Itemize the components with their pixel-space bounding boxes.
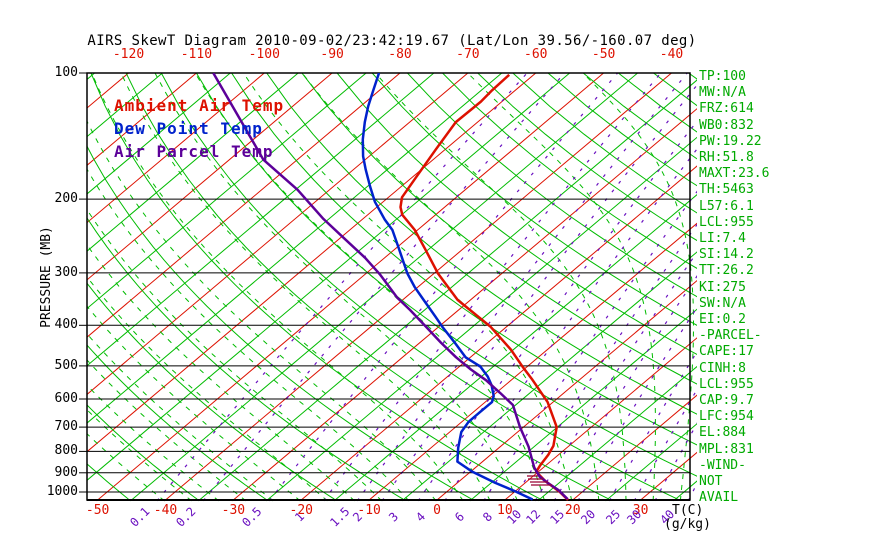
top-temp-tick-label: -40 — [659, 47, 684, 62]
panel-line: LCL:955 — [699, 376, 754, 392]
panel-line: EI:0.2 — [699, 312, 746, 328]
panel-line: TT:26.2 — [699, 263, 754, 279]
panel-line: CAP:9.7 — [699, 393, 754, 409]
pressure-tick-label: 100 — [54, 65, 78, 80]
panel-line: -PARCEL- — [699, 328, 762, 344]
bottom-temp-tick-label: -50 — [85, 503, 110, 518]
bottom-temp-tick-label: -20 — [289, 503, 313, 518]
temp-unit-label: T(C) — [672, 503, 704, 518]
pressure-gridlines — [79, 72, 690, 493]
pressure-tick-label: 800 — [54, 443, 78, 459]
bottom-temp-tick-label: -30 — [221, 503, 246, 518]
panel-line: CAPE:17 — [699, 344, 754, 360]
pressure-tick-label: 500 — [54, 357, 78, 373]
bottom-temp-tick-label: 30 — [632, 503, 649, 518]
top-temp-tick-label: -90 — [320, 47, 344, 62]
top-temp-tick-label: -50 — [591, 47, 616, 62]
panel-line: TH:5463 — [699, 182, 754, 198]
panel-line: CINH:8 — [699, 360, 746, 376]
legend-air-parcel: Air Parcel Temp — [114, 142, 274, 161]
bottom-temp-tick-label: 10 — [497, 503, 513, 518]
bottom-temp-tick-label: 20 — [564, 503, 581, 518]
panel-line: NOT — [699, 474, 723, 490]
pressure-tick-label: 1000 — [46, 484, 78, 499]
panel-line: L57:6.1 — [699, 198, 754, 214]
bottom-temp-tick-label: -40 — [153, 503, 178, 518]
panel-line: LFC:954 — [699, 409, 754, 425]
panel-line: EL:884 — [699, 425, 746, 441]
top-temp-tick-label: -60 — [524, 47, 548, 62]
panel-line: -WIND- — [699, 457, 746, 473]
legend-dew-point: Dew Point Temp — [114, 119, 263, 138]
panel-line: WB0:832 — [699, 117, 754, 133]
panel-line: AVAIL — [699, 490, 739, 506]
panel-line: LI:7.4 — [699, 231, 746, 247]
page-title: AIRS SkewT Diagram 2010-09-02/23:42:19.6… — [87, 33, 697, 49]
background-grid — [87, 73, 697, 502]
panel-line: MPL:831 — [699, 441, 754, 457]
top-temp-tick-label: -80 — [388, 47, 412, 62]
top-temp-tick-label: -110 — [180, 47, 213, 62]
bottom-temp-tick-label: -10 — [357, 503, 381, 518]
pressure-tick-label: 400 — [54, 317, 78, 333]
bottom-temp-tick-label: 0 — [433, 503, 441, 518]
panel-line: FRZ:614 — [699, 101, 754, 117]
panel-line: MW:N/A — [699, 85, 746, 101]
panel-line: RH:51.8 — [699, 150, 754, 166]
plot-frame — [86, 72, 691, 501]
panel-line: MAXT:23.6 — [699, 166, 770, 182]
panel-line: SW:N/A — [699, 295, 746, 311]
panel-line: PW:19.22 — [699, 133, 762, 149]
sounding-curves — [212, 73, 569, 501]
pressure-tick-label: 300 — [54, 264, 78, 280]
pressure-tick-label: 900 — [54, 464, 78, 480]
top-temp-tick-label: -100 — [248, 47, 280, 62]
mixing-unit-label: (g/kg) — [664, 517, 711, 532]
top-temp-tick-label: -120 — [112, 47, 145, 62]
sounding-indices-panel: TP:100 MW:N/A FRZ:614 WB0:832 PW:19.22 RH:51.… — [699, 69, 769, 506]
panel-line: KI:275 — [699, 279, 746, 295]
panel-line: SI:14.2 — [699, 247, 754, 263]
pressure-tick-label: 700 — [54, 419, 78, 435]
panel-line: LCL:955 — [699, 214, 754, 230]
legend-ambient-temp: Ambient Air Temp — [114, 96, 285, 115]
pressure-tick-label: 200 — [54, 191, 78, 207]
pressure-tick-label: 600 — [54, 391, 78, 407]
top-temp-tick-label: -70 — [456, 47, 480, 62]
panel-line: TP:100 — [699, 69, 746, 84]
pressure-axis-title: PRESSURE (MB) — [39, 226, 54, 328]
